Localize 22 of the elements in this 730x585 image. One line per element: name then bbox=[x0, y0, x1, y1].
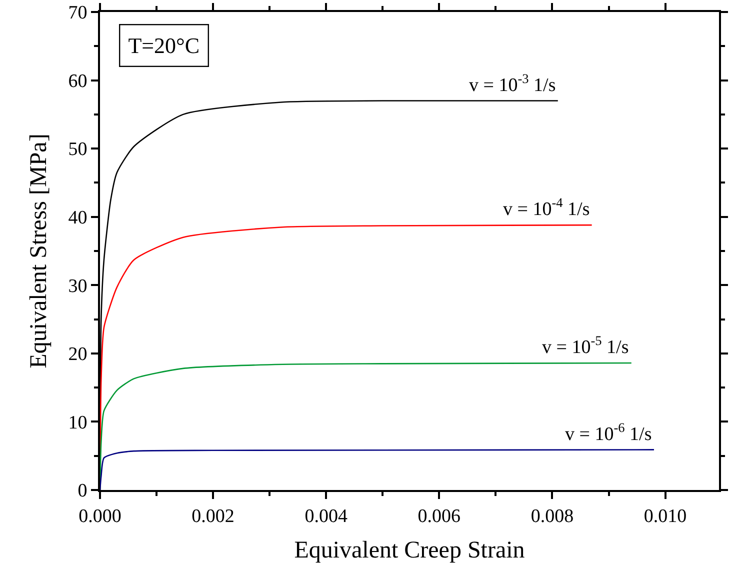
y-tick-label: 70 bbox=[68, 2, 88, 24]
series-label: v = 10$^{-6}$ 1/s bbox=[565, 420, 652, 445]
x-axis-title: Equivalent Creep Strain bbox=[294, 538, 525, 564]
y-tick-label: 40 bbox=[68, 208, 88, 229]
x-tick-label: 0.004 bbox=[304, 506, 348, 527]
y-axis-title: Equivalent Stress [MPa] bbox=[26, 134, 52, 368]
x-tick-label: 0.006 bbox=[418, 506, 461, 527]
x-tick-label: 0.010 bbox=[644, 506, 687, 527]
y-tick-label: 30 bbox=[68, 276, 88, 297]
y-tick-label: 60 bbox=[68, 70, 88, 92]
annotation: T=20°C bbox=[128, 33, 200, 58]
series-label: v = 10$^{-5}$ 1/s bbox=[542, 333, 629, 358]
x-tick-label: 0.008 bbox=[530, 506, 574, 527]
series-label: v = 10$^{-3}$ 1/s bbox=[469, 71, 556, 96]
y-tick-label: 0 bbox=[78, 480, 88, 502]
series-label: v = 10$^{-4}$ 1/s bbox=[503, 195, 590, 220]
x-tick-label: 0.000 bbox=[78, 506, 122, 527]
line-series bbox=[100, 449, 655, 490]
x-tick-label: 0.002 bbox=[192, 506, 234, 527]
y-tick-label: 50 bbox=[68, 139, 88, 160]
y-tick-label: 10 bbox=[68, 412, 88, 434]
y-tick-label: 20 bbox=[68, 344, 88, 366]
